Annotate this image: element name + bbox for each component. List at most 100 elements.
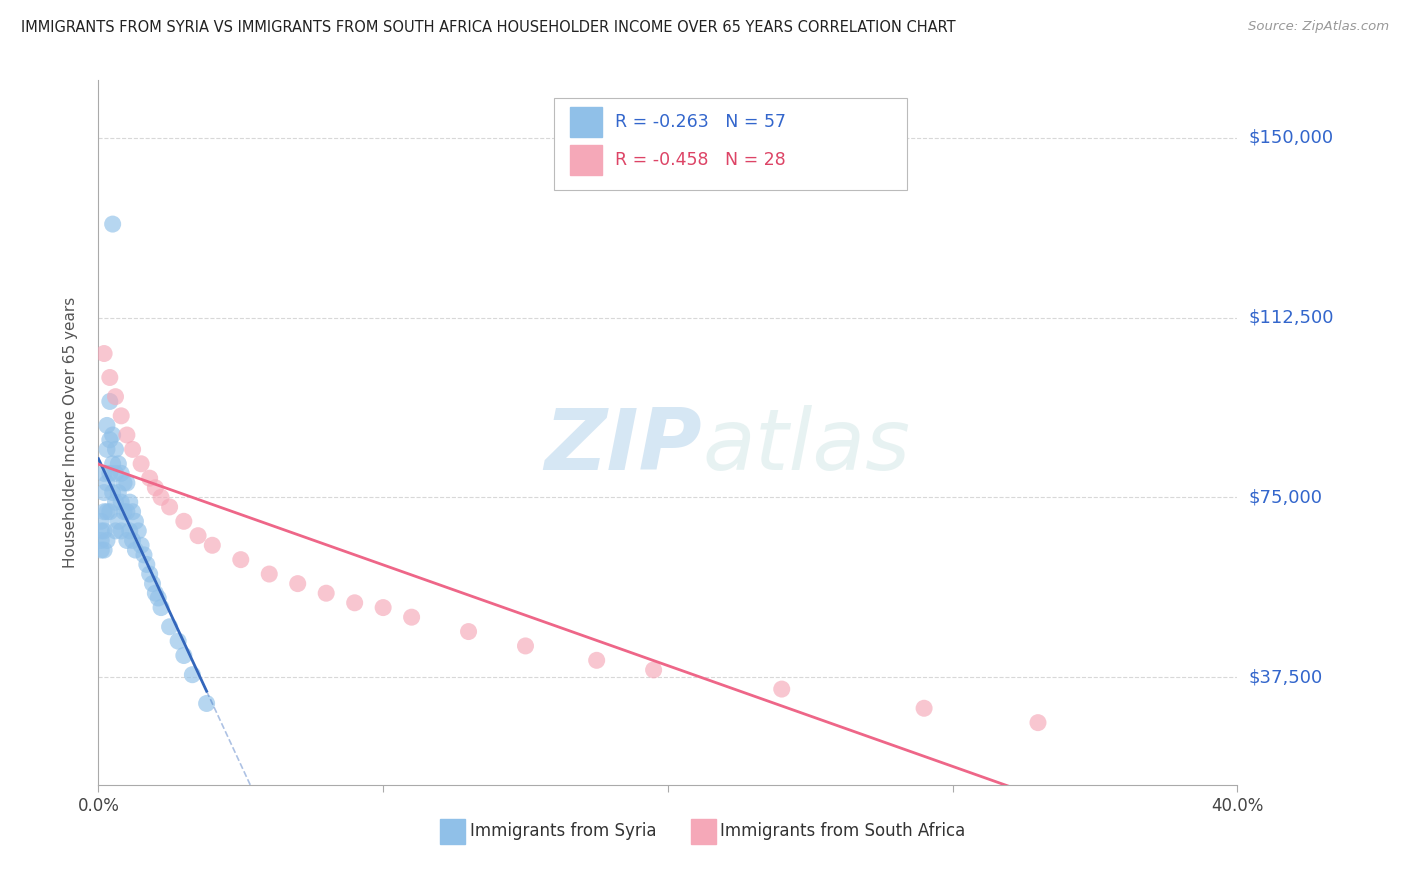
Point: [110, 495, 132, 509]
Point: [104, 390, 127, 404]
Point: [135, 558, 157, 572]
Point: [187, 529, 209, 543]
Point: [121, 442, 143, 457]
Point: [457, 624, 479, 639]
Text: $150,000: $150,000: [1249, 128, 1333, 147]
Point: [148, 591, 170, 605]
Point: [115, 505, 138, 519]
Text: $37,500: $37,500: [1249, 668, 1323, 686]
Text: $112,500: $112,500: [1249, 309, 1334, 326]
Point: [124, 514, 146, 528]
Point: [93, 524, 115, 538]
Point: [98, 370, 121, 384]
Point: [101, 485, 124, 500]
Point: [104, 495, 127, 509]
Point: [770, 682, 793, 697]
Point: [138, 471, 160, 485]
Point: [373, 600, 395, 615]
Text: Immigrants from South Africa: Immigrants from South Africa: [720, 822, 966, 840]
Point: [112, 505, 135, 519]
Point: [90, 543, 112, 558]
Point: [101, 457, 124, 471]
Point: [515, 639, 537, 653]
Point: [129, 457, 152, 471]
Point: [112, 475, 135, 490]
Point: [643, 663, 665, 677]
Point: [159, 500, 181, 514]
Point: [150, 491, 173, 505]
Point: [145, 481, 167, 495]
Point: [110, 409, 132, 423]
Point: [96, 505, 118, 519]
Point: [167, 634, 190, 648]
Text: IMMIGRANTS FROM SYRIA VS IMMIGRANTS FROM SOUTH AFRICA HOUSEHOLDER INCOME OVER 65: IMMIGRANTS FROM SYRIA VS IMMIGRANTS FROM…: [21, 20, 956, 35]
Point: [401, 610, 423, 624]
Point: [124, 543, 146, 558]
Point: [173, 514, 195, 528]
Text: atlas: atlas: [702, 405, 910, 488]
Text: R = -0.263   N = 57: R = -0.263 N = 57: [616, 113, 786, 131]
Point: [145, 586, 167, 600]
Point: [150, 600, 173, 615]
Point: [90, 533, 112, 548]
Point: [141, 576, 163, 591]
Point: [96, 533, 118, 548]
Point: [173, 648, 195, 663]
Point: [138, 567, 160, 582]
Point: [115, 533, 138, 548]
Point: [159, 620, 181, 634]
Point: [129, 538, 152, 552]
Point: [93, 543, 115, 558]
Point: [107, 457, 129, 471]
Point: [132, 548, 155, 562]
Point: [229, 552, 252, 566]
Point: [107, 485, 129, 500]
Point: [115, 475, 138, 490]
FancyBboxPatch shape: [554, 98, 907, 189]
Point: [121, 533, 143, 548]
Point: [101, 217, 124, 231]
Text: ZIP: ZIP: [544, 405, 702, 488]
Text: Immigrants from Syria: Immigrants from Syria: [470, 822, 657, 840]
Text: Source: ZipAtlas.com: Source: ZipAtlas.com: [1249, 20, 1389, 33]
Point: [104, 442, 127, 457]
Point: [93, 346, 115, 360]
Point: [96, 475, 118, 490]
Point: [98, 467, 121, 481]
Point: [343, 596, 366, 610]
Point: [96, 418, 118, 433]
Point: [93, 485, 115, 500]
Bar: [690, 819, 716, 844]
Point: [912, 701, 935, 715]
Point: [107, 514, 129, 528]
Point: [93, 467, 115, 481]
Point: [181, 667, 204, 681]
Point: [585, 653, 607, 667]
Text: $75,000: $75,000: [1249, 488, 1323, 507]
Point: [287, 576, 309, 591]
Point: [90, 524, 112, 538]
Point: [96, 442, 118, 457]
Point: [118, 495, 141, 509]
Point: [104, 524, 127, 538]
Bar: [569, 145, 602, 175]
Point: [90, 514, 112, 528]
Point: [1026, 715, 1049, 730]
Point: [110, 524, 132, 538]
Y-axis label: Householder Income Over 65 years: Householder Income Over 65 years: [63, 297, 77, 568]
Point: [121, 505, 143, 519]
Point: [195, 697, 218, 711]
Text: R = -0.458   N = 28: R = -0.458 N = 28: [616, 151, 786, 169]
Bar: [440, 819, 465, 844]
Bar: [569, 107, 602, 136]
Point: [98, 505, 121, 519]
Point: [315, 586, 337, 600]
Point: [98, 394, 121, 409]
Point: [115, 428, 138, 442]
Point: [101, 428, 124, 442]
Point: [127, 524, 149, 538]
Point: [259, 567, 281, 582]
Point: [118, 524, 141, 538]
Point: [104, 467, 127, 481]
Point: [93, 505, 115, 519]
